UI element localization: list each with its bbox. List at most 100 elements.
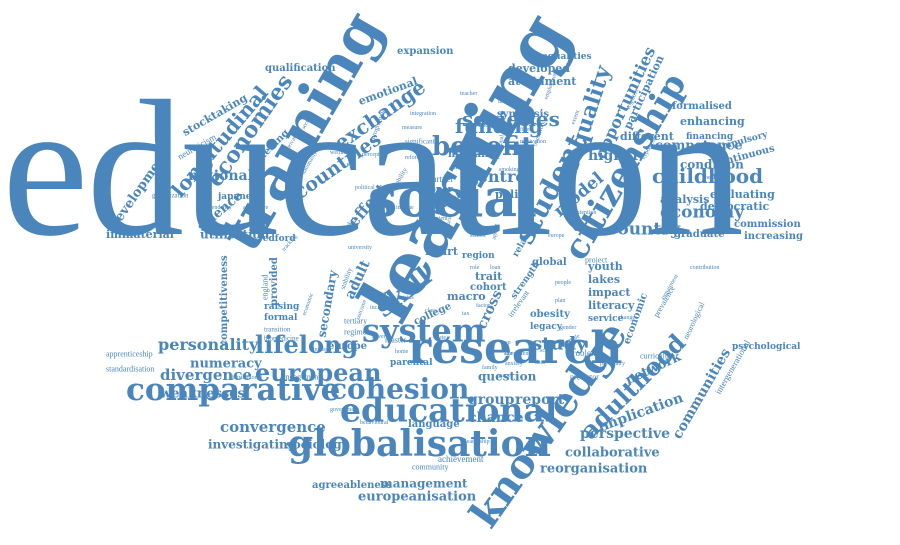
word-competitiveness: competitiveness <box>219 255 230 346</box>
word-role: role <box>470 265 480 272</box>
word-biomedicine: biomedicine <box>264 334 299 343</box>
word-migraine: migraine <box>448 149 499 160</box>
word-leadership: leadership <box>465 439 490 446</box>
word-graduate: graduate <box>674 229 725 240</box>
word-comparative: comparative <box>126 372 341 409</box>
word-economy: economy <box>660 202 745 223</box>
word-societies: societies <box>462 107 560 131</box>
word-trait: trait <box>475 270 503 284</box>
word-smoking: smoking <box>499 167 520 174</box>
word-investigating: investigating <box>208 437 297 452</box>
word-evaluating: evaluating <box>710 188 775 202</box>
word-gender: gender <box>560 325 577 332</box>
word-motivation: motivation <box>520 139 546 146</box>
word-problem: problem <box>568 347 598 358</box>
word-people: people <box>555 280 571 287</box>
word-formal: formal <box>264 312 298 323</box>
word-democratic: democratic <box>700 200 770 214</box>
word-engagement: engagement <box>282 372 321 382</box>
word-perspective: perspective <box>580 425 671 442</box>
word-health: health <box>705 175 720 182</box>
word-global: global <box>532 257 567 268</box>
word-policy: policy <box>495 188 532 202</box>
word-significant: significant <box>405 137 435 146</box>
word-government: government <box>330 407 359 414</box>
word-competency: competency <box>505 351 534 358</box>
word-japanese: japanese <box>218 191 263 202</box>
word-weaknesses: weaknesses <box>160 386 245 402</box>
word-cohort: cohort <box>470 282 507 293</box>
word-lower: lower <box>372 334 386 341</box>
word-apprenticeship: apprenticeship <box>106 349 153 359</box>
word-class: class <box>425 308 437 315</box>
word-redford: redford <box>258 233 296 244</box>
word-master: master <box>385 335 407 345</box>
word-europeanisation: europeanisation <box>358 489 477 505</box>
word-report: report <box>515 391 565 408</box>
word-increasing: increasing <box>744 231 803 242</box>
word-national: national <box>188 167 253 184</box>
word-divergence: divergence <box>160 366 252 384</box>
word-study: study <box>532 333 587 355</box>
word-utilisation: utilisation <box>200 227 270 242</box>
word-curriculum: curriculum <box>640 351 676 361</box>
word-partner: partner <box>428 173 454 184</box>
word-income: income <box>396 205 414 212</box>
word-psychological: psychological <box>732 341 801 352</box>
word-life: life <box>422 196 439 207</box>
word-welfare: welfare <box>330 150 348 157</box>
word-community: community <box>412 462 449 472</box>
word-qualification: qualification <box>265 63 336 74</box>
word-wage: wage <box>498 373 511 380</box>
word-reform: reform <box>405 155 422 162</box>
word-globalization: globalization <box>152 191 189 200</box>
word-secondary: secondary <box>314 269 341 339</box>
word-region: region <box>462 250 495 261</box>
word-predictor: predictor <box>570 372 599 382</box>
word-developed: developed <box>508 62 570 76</box>
word-chance: chance <box>468 409 524 426</box>
word-synthesis: synthesis <box>497 109 550 120</box>
word-fixed: fixed <box>520 127 533 134</box>
word-analysis: analysis <box>660 193 710 207</box>
word-convergence: convergence <box>220 418 326 436</box>
word-immaterial: immaterial <box>106 228 174 242</box>
word-literacy: literacy <box>588 299 635 313</box>
word-plan: plan <box>555 298 566 305</box>
word-nonliberal: non-liberal <box>468 123 495 130</box>
word-formalised: formalised <box>672 101 732 112</box>
word-home: home <box>395 349 409 356</box>
word-age: age <box>504 351 513 358</box>
word-school: school <box>470 233 486 240</box>
word-behavioural: behavioural <box>360 420 389 427</box>
word-state: state <box>435 335 446 342</box>
word-mean: mean <box>375 291 388 298</box>
word-legacy: legacy <box>530 321 562 332</box>
word-competence: competence <box>655 138 743 154</box>
word-education: education <box>2 61 744 277</box>
word-higher: higher <box>588 147 640 164</box>
word-neurological: neurological <box>681 300 707 341</box>
word-current: current <box>450 165 467 172</box>
word-sociology: sociology <box>286 437 349 452</box>
word-contribution: contribution <box>690 265 720 272</box>
word-provided: provided <box>269 257 280 306</box>
word-anxiety: anxiety <box>505 361 523 368</box>
word-standardisation: standardisation <box>106 364 155 374</box>
word-funding: funding <box>455 114 543 138</box>
word-europe: europe <box>328 341 367 352</box>
word-access: access <box>320 230 336 237</box>
word-loan: loan <box>490 265 501 272</box>
word-lifelong: lifelong <box>255 329 359 359</box>
word-upper: upper <box>423 184 453 195</box>
word-labour: labour <box>498 99 514 106</box>
word-pension: pension <box>454 205 473 212</box>
word-expansion: expansion <box>397 46 454 57</box>
word-political: political <box>355 185 375 192</box>
word-educational: educational <box>340 390 558 430</box>
word-language: language <box>408 419 460 430</box>
word-question: question <box>478 369 537 384</box>
word-tertiary: tertiary <box>344 316 368 326</box>
word-inclusion: inclusion <box>370 305 392 312</box>
